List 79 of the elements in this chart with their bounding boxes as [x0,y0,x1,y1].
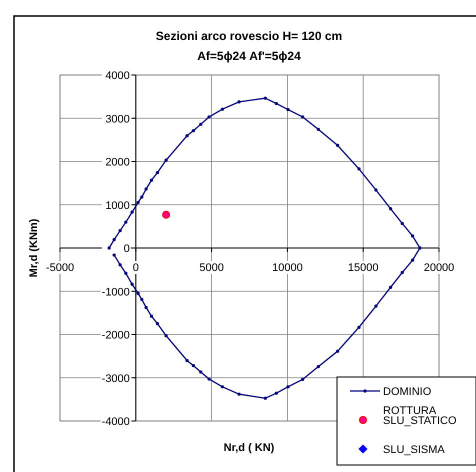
point [301,115,304,119]
y-tick-label: -4000 [102,416,130,428]
point [162,210,170,219]
legend-label: SLU_SISMA [383,444,446,456]
point [220,108,224,111]
point [316,128,320,131]
point [388,286,392,289]
x-tick-label: -5000 [46,262,74,274]
y-tick-label: 1000 [105,200,130,212]
point [144,187,148,191]
point [164,334,168,338]
point [112,238,116,242]
point [136,292,140,295]
point [374,304,378,308]
chart-title: Sezioni arco rovescio H= 120 cm [156,29,342,43]
y-tick-label: -3000 [102,372,130,385]
point [130,282,134,286]
point [374,188,378,192]
point [336,144,340,148]
point [410,258,414,262]
x-axis-title: Nr,d ( KN) [224,442,275,454]
point [237,100,241,104]
chart-subtitle: Af=5ϕ24 Af'=5ϕ24 [197,49,302,63]
x-tick-label: 5000 [199,262,224,274]
x-tick-label: 0 [132,262,139,274]
point [140,195,144,199]
point [199,122,202,126]
point [418,246,422,250]
point [156,170,160,174]
point [400,270,404,274]
point [357,167,361,170]
y-tick-label: -2000 [102,330,130,342]
legend-label: DOMINIO [383,386,432,398]
y-tick-label: -1000 [102,286,130,298]
point [192,129,196,132]
point [108,246,111,250]
point [185,134,189,138]
x-tick-label: 15000 [348,262,378,274]
point [207,377,211,381]
point [164,158,168,162]
y-axis-title: Mr,d (KNm) [28,218,40,278]
point [118,263,122,266]
y-tick-label: 0 [124,243,130,255]
point [388,207,392,210]
point [400,222,404,226]
point [185,358,189,362]
point [237,392,241,396]
point [316,365,320,368]
point [207,115,211,119]
y-tick-label: 3000 [105,113,130,126]
point [124,220,128,224]
y-tick-label: 4000 [105,70,130,82]
point [130,210,134,214]
point [199,370,202,374]
point [274,102,278,106]
point [112,253,116,257]
point [264,96,267,100]
point [286,108,290,112]
point [156,322,160,326]
point [140,298,144,302]
point [336,350,340,353]
point [144,306,148,310]
x-tick-label: 20000 [424,262,454,274]
point [357,326,361,329]
x-tick-label: 10000 [272,262,303,274]
point [192,364,196,368]
point [136,200,140,204]
point [286,385,290,388]
point [150,314,154,318]
y-tick-label: 2000 [105,156,130,168]
point [150,178,154,182]
point [124,272,128,275]
point [301,378,304,381]
legend-label: ROTTURA SLU_STATICO [383,405,457,427]
point [274,392,278,395]
point [264,396,267,400]
point [220,385,224,388]
point [410,234,414,238]
point [118,228,122,232]
